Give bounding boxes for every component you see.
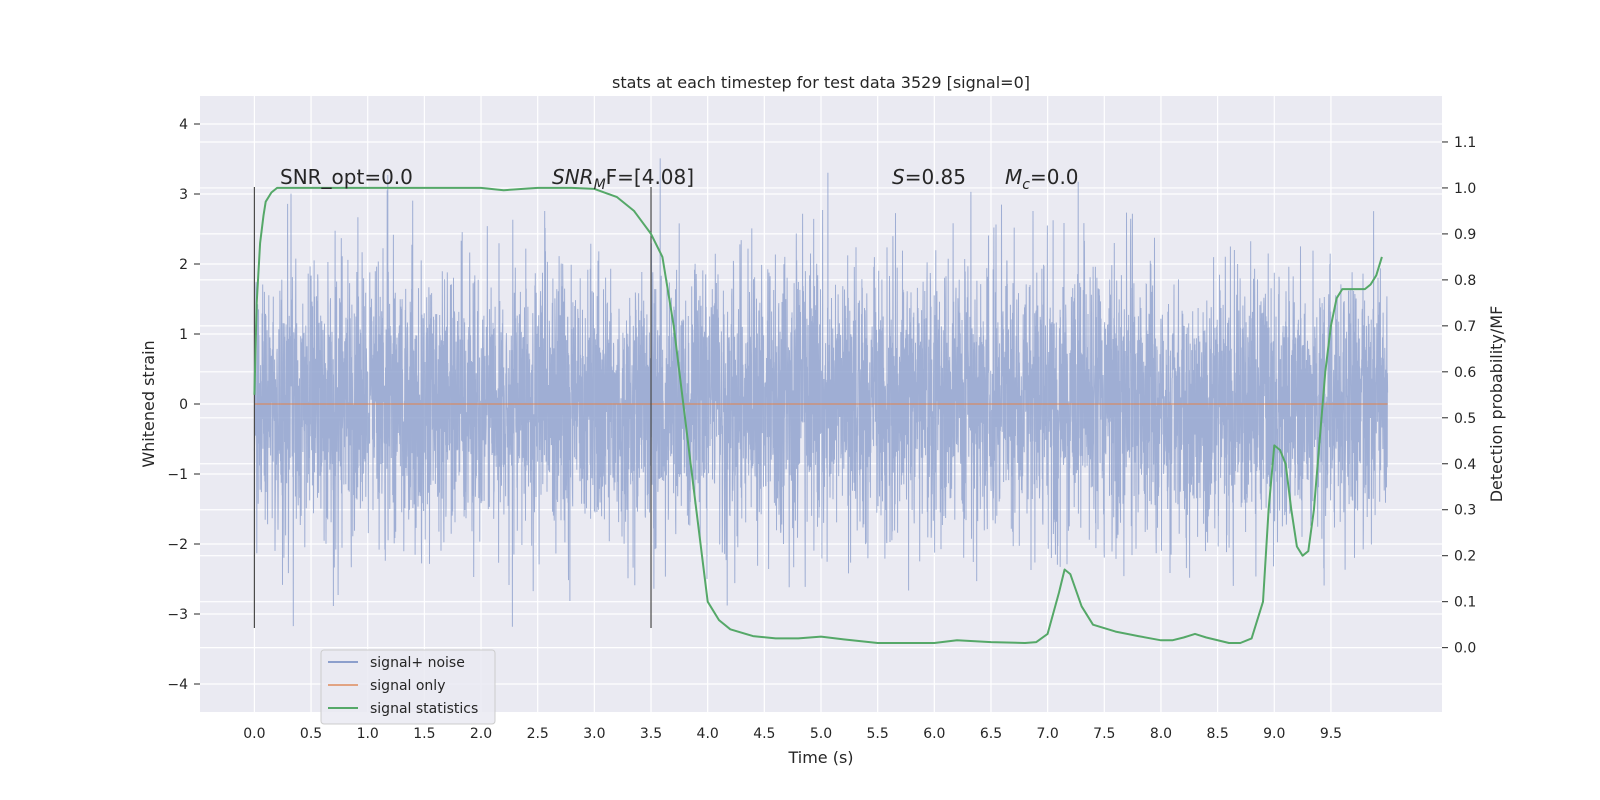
legend-label-signal-statistics: signal statistics [370, 701, 478, 717]
annotation-snr-mf-main: SNR [552, 165, 594, 189]
y2-tick-label: 1.0 [1454, 181, 1476, 197]
x-tick-label: 1.5 [413, 726, 435, 742]
annotation-snr-opt: SNR_opt=0.0 [280, 165, 413, 189]
x-tick-label: 0.0 [243, 726, 265, 742]
annotation-mc-sub: c [1022, 177, 1030, 193]
annotation-s-main: S [892, 165, 905, 189]
y2-axis-label: Detection probability/MF [1487, 306, 1506, 503]
y2-tick-label: 0.6 [1454, 365, 1476, 381]
x-tick-label: 1.0 [357, 726, 379, 742]
chart-title: stats at each timestep for test data 352… [612, 73, 1030, 92]
x-tick-label: 3.5 [640, 726, 662, 742]
legend: signal+ noise signal only signal statist… [320, 649, 496, 725]
y-tick-label: −1 [167, 467, 188, 483]
annotation-mc: Mc=0.0 [1005, 165, 1079, 193]
x-tick-label: 4.5 [753, 726, 775, 742]
x-tick-label: 5.5 [867, 726, 889, 742]
y2-tick-label: 0.8 [1454, 273, 1476, 289]
x-axis-label: Time (s) [787, 748, 853, 767]
legend-label-signal-noise: signal+ noise [370, 655, 465, 671]
tick-labels: 0.0 0.5 1.0 1.5 2.0 2.5 3.0 3.5 4.0 4.5 5.0 5.5 6.0 6… [167, 117, 1476, 742]
y2-tick-label: 0.1 [1454, 595, 1476, 611]
y-tick-label: 2 [179, 257, 188, 273]
x-tick-label: 3.0 [583, 726, 605, 742]
annotation-mc-main: M [1005, 165, 1022, 189]
y2-tick-label: 0.4 [1454, 457, 1476, 473]
y-tick-label: 1 [179, 327, 188, 343]
x-tick-label: 6.0 [923, 726, 945, 742]
annotation-snr-mf-rest: F=[4.08] [606, 165, 694, 189]
x-tick-label: 4.0 [697, 726, 719, 742]
x-tick-label: 9.5 [1320, 726, 1342, 742]
x-tick-label: 8.5 [1206, 726, 1228, 742]
x-tick-label: 7.5 [1093, 726, 1115, 742]
y-tick-label: 3 [179, 187, 188, 203]
annotation-snr-mf-sub: M [594, 177, 606, 193]
series-line-signal-statistics [253, 186, 1383, 644]
x-tick-label: 5.0 [810, 726, 832, 742]
x-tick-label: 2.0 [470, 726, 492, 742]
vertical-markers [253, 187, 652, 628]
y2-tick-label: 0.3 [1454, 503, 1476, 519]
y2-tick-label: 1.1 [1454, 135, 1476, 151]
y2-tick-label: 0.9 [1454, 227, 1476, 243]
y-tick-label: −2 [167, 537, 188, 553]
x-tick-label: 6.5 [980, 726, 1002, 742]
y-tick-label: 4 [179, 117, 188, 133]
legend-box [320, 649, 496, 725]
series-signal-noise [253, 158, 1389, 627]
x-tick-label: 0.5 [300, 726, 322, 742]
y-tick-label: −4 [167, 677, 188, 693]
x-tick-label: 8.0 [1150, 726, 1172, 742]
annotation-mc-rest: =0.0 [1030, 165, 1079, 189]
annotation-snr-mf: SNRMF=[4.08] [552, 165, 694, 193]
x-tick-label: 2.5 [527, 726, 549, 742]
x-tick-label: 7.0 [1037, 726, 1059, 742]
y-tick-label: 0 [179, 397, 188, 413]
y2-tick-label: 0.0 [1454, 641, 1476, 657]
legend-label-signal-only: signal only [370, 678, 445, 694]
annotations: SNR_opt=0.0 SNRMF=[4.08] S=0.85 Mc=0.0 [280, 165, 1079, 193]
series-line-signal-noise [253, 158, 1389, 627]
annotation-s: S=0.85 [892, 165, 966, 189]
y2-tick-label: 0.7 [1454, 319, 1476, 335]
y-tick-label: −3 [167, 607, 188, 623]
y-axis-label: Whitened strain [139, 340, 158, 467]
series-signal-statistics [253, 186, 1383, 644]
annotation-s-rest: =0.85 [905, 165, 966, 189]
y2-tick-label: 0.2 [1454, 549, 1476, 565]
y2-tick-label: 0.5 [1454, 411, 1476, 427]
x-tick-label: 9.0 [1263, 726, 1285, 742]
